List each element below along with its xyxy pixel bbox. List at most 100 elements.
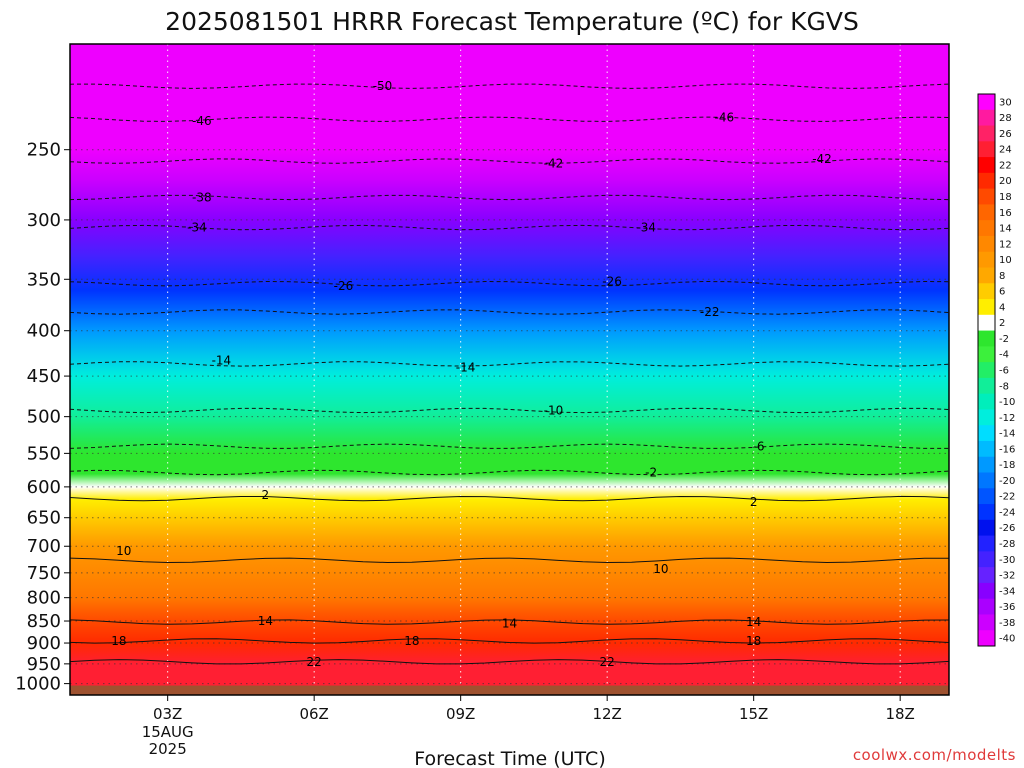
contour-label: 14 — [502, 616, 517, 630]
colorbar-label: -14 — [999, 429, 1015, 440]
colorbar-swatch — [978, 141, 995, 158]
colorbar-label: -30 — [999, 555, 1015, 566]
contour-label: -14 — [212, 353, 232, 367]
colorbar-label: 26 — [999, 129, 1012, 140]
colorbar-label: -2 — [999, 334, 1009, 345]
x-tick-label: 03Z — [153, 705, 182, 723]
x-tick-label: 12Z — [592, 705, 621, 723]
colorbar-label: 28 — [999, 113, 1012, 124]
colorbar-label: -8 — [999, 381, 1009, 392]
chart-title: 2025081501 HRRR Forecast Temperature (ºC… — [165, 7, 859, 36]
y-tick-label: 600 — [27, 477, 61, 498]
contour-line-10 — [70, 557, 949, 564]
colorbar-label: -24 — [999, 507, 1015, 518]
colorbar-swatch — [978, 251, 995, 268]
colorbar-label: -36 — [999, 602, 1015, 613]
colorbar-label: -38 — [999, 618, 1015, 629]
y-tick-label: 900 — [27, 633, 61, 654]
colorbar-swatch — [978, 582, 995, 600]
contour-label: -26 — [602, 274, 622, 288]
contour-label: -26 — [334, 279, 354, 293]
contour-label: -42 — [544, 156, 564, 170]
colorbar-label: 4 — [999, 302, 1005, 313]
y-tick-label: 950 — [27, 654, 61, 675]
colorbar-label: -22 — [999, 492, 1015, 503]
plot-area: -50-46 -46-42 -42-38-34 -34-26 -26-22-14-14-… — [70, 44, 949, 695]
colorbar-label: -12 — [999, 413, 1015, 424]
contour-label: 18 — [746, 634, 761, 648]
colorbar-swatch — [978, 283, 995, 300]
y-tick-label: 450 — [27, 366, 61, 387]
colorbar-label: 6 — [999, 287, 1005, 298]
y-tick-label: 550 — [27, 443, 61, 464]
contour-label: 22 — [600, 655, 615, 669]
colorbar-label: -16 — [999, 444, 1015, 455]
contour-label: 14 — [258, 614, 273, 628]
y-tick-label: 250 — [27, 140, 61, 161]
colorbar-swatch — [978, 172, 995, 190]
colorbar-swatch — [978, 630, 995, 647]
contour-label: 2 — [262, 488, 270, 502]
colorbar-label: 14 — [999, 224, 1012, 235]
x-tick-label: 09Z — [446, 705, 475, 723]
colorbar-swatch — [978, 377, 995, 395]
colorbar-label: -10 — [999, 397, 1015, 408]
y-tick-label: 1000 — [15, 674, 61, 695]
contour-layer: -50-46 -46-42 -42-38-34 -34-26 -26-22-14-14-… — [70, 79, 949, 669]
colorbar-swatch — [978, 567, 995, 584]
colorbar-label: -34 — [999, 586, 1015, 597]
contour-label: 14 — [746, 615, 761, 629]
colorbar-swatch — [978, 314, 995, 332]
colorbar-label: -40 — [999, 634, 1015, 645]
y-tick-label: 400 — [27, 321, 61, 342]
colorbar-swatch — [978, 204, 995, 221]
x-tick-label: 15Z — [739, 705, 768, 723]
colorbar-label: -28 — [999, 539, 1015, 550]
contour-label: -46 — [715, 111, 735, 125]
colorbar-label: 8 — [999, 271, 1005, 282]
contour-label: 10 — [116, 544, 131, 558]
colorbar-label: 18 — [999, 192, 1012, 203]
contour-label: -14 — [456, 360, 476, 374]
colorbar-swatch — [978, 299, 995, 316]
colorbar-label: -18 — [999, 460, 1015, 471]
contour-line-22 — [70, 659, 949, 665]
colorbar-swatch — [978, 456, 995, 474]
contour-label: 18 — [404, 634, 419, 648]
colorbar-label: -26 — [999, 523, 1015, 534]
colorbar-label: 20 — [999, 176, 1012, 187]
colorbar-label: 16 — [999, 208, 1012, 219]
y-tick-label: 800 — [27, 588, 61, 609]
colorbar-label: 10 — [999, 255, 1012, 266]
colorbar-swatch — [978, 125, 995, 142]
contour-label: 22 — [307, 655, 322, 669]
colorbar-swatch — [978, 220, 995, 237]
colorbar-swatch — [978, 409, 995, 426]
x-tick-sublabel: 2025 — [149, 740, 187, 758]
colorbar-swatch — [978, 94, 995, 111]
colorbar: 30 28 26 24 22 20 18 16 14 12 10 8 6 4 2 -2 -4 -6 -8 -10 -12… — [977, 93, 1015, 647]
credit-text: coolwx.com/modelts — [853, 746, 1016, 764]
colorbar-label: -20 — [999, 476, 1015, 487]
colorbar-swatch — [978, 157, 995, 174]
contour-label: -22 — [700, 305, 720, 319]
y-tick-label: 700 — [27, 536, 61, 557]
contour-line-14 — [70, 619, 949, 625]
contour-label: 10 — [653, 562, 668, 576]
colorbar-swatch — [978, 614, 995, 631]
colorbar-swatch — [978, 109, 995, 127]
colorbar-label: 2 — [999, 318, 1005, 329]
colorbar-swatch — [978, 598, 995, 615]
colorbar-swatch — [978, 472, 995, 489]
colorbar-swatch — [978, 488, 995, 505]
grid-layer — [70, 44, 949, 695]
colorbar-label: 30 — [999, 97, 1012, 108]
x-tick-label: 18Z — [885, 705, 914, 723]
y-tick-label: 500 — [27, 407, 61, 428]
colorbar-label: 22 — [999, 160, 1012, 171]
contour-label: -42 — [812, 152, 832, 166]
colorbar-swatch — [978, 551, 995, 568]
contour-label: -50 — [373, 79, 393, 93]
colorbar-swatch — [978, 267, 995, 284]
